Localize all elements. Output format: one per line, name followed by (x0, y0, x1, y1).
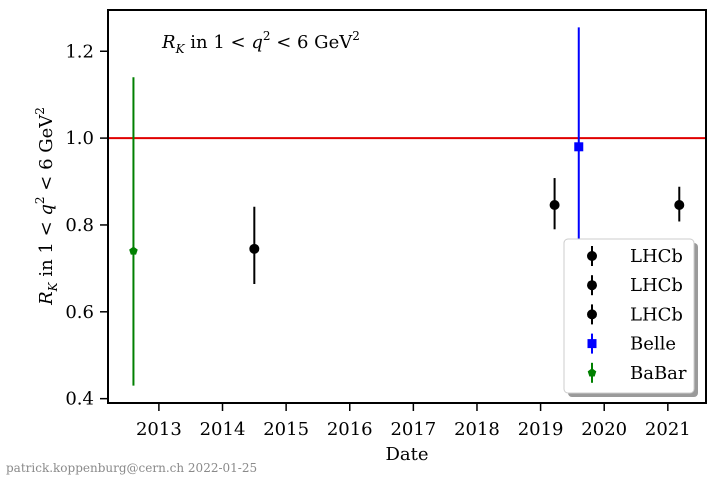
x-tick-label: 2019 (518, 419, 564, 440)
x-tick-label: 2013 (136, 419, 182, 440)
x-tick-label: 2021 (645, 419, 691, 440)
legend-marker-lhcb (587, 309, 597, 320)
legend-label: LHCb (630, 304, 683, 325)
legend-label: BaBar (630, 363, 687, 384)
legend: LHCb LHCb LHCb Belle BaBar (563, 238, 698, 397)
x-axis-label: Date (385, 444, 428, 465)
y-tick-label: 0.8 (65, 215, 94, 236)
legend-marker-lhcb (587, 280, 597, 291)
data-point-lhcb (249, 243, 260, 254)
legend-entries: LHCb LHCb LHCb Belle BaBar (587, 246, 687, 384)
y-tick-label: 0.6 (65, 302, 94, 323)
x-tick-label: 2014 (200, 419, 246, 440)
legend-label: LHCb (630, 246, 683, 267)
legend-marker-lhcb (587, 251, 597, 261)
x-tick-label: 2020 (581, 419, 627, 440)
plot-frame (107, 9, 707, 404)
x-tick-label: 2018 (454, 419, 500, 440)
y-tick-label: 1.0 (65, 128, 94, 149)
watermark: patrick.koppenburg@cern.ch 2022-01-25 (6, 461, 257, 475)
x-tick-label: 2015 (263, 419, 309, 440)
data-point-babar (129, 246, 138, 255)
axis-ticks: 2013 2014 2015 2016 2017 2018 2019 2020 2021 0.4 0… (65, 41, 690, 440)
x-tick-label: 2017 (390, 419, 436, 440)
data-point-belle (574, 142, 584, 152)
legend-marker-babar (587, 368, 597, 377)
data-point-lhcb (549, 199, 560, 210)
y-tick-label: 1.2 (65, 41, 94, 62)
data-point-lhcb (674, 199, 685, 210)
legend-label: Belle (630, 334, 676, 355)
y-tick-label: 0.4 (65, 389, 94, 410)
legend-box (563, 238, 695, 394)
x-tick-label: 2016 (327, 419, 373, 440)
legend-label: LHCb (630, 275, 683, 296)
chart-annotation: RK in 1 < q2 < 6 GeV2 (161, 29, 360, 56)
legend-marker-belle (587, 339, 597, 349)
y-axis-label: RK in 1 < q2 < 6 GeV2 (33, 107, 60, 306)
